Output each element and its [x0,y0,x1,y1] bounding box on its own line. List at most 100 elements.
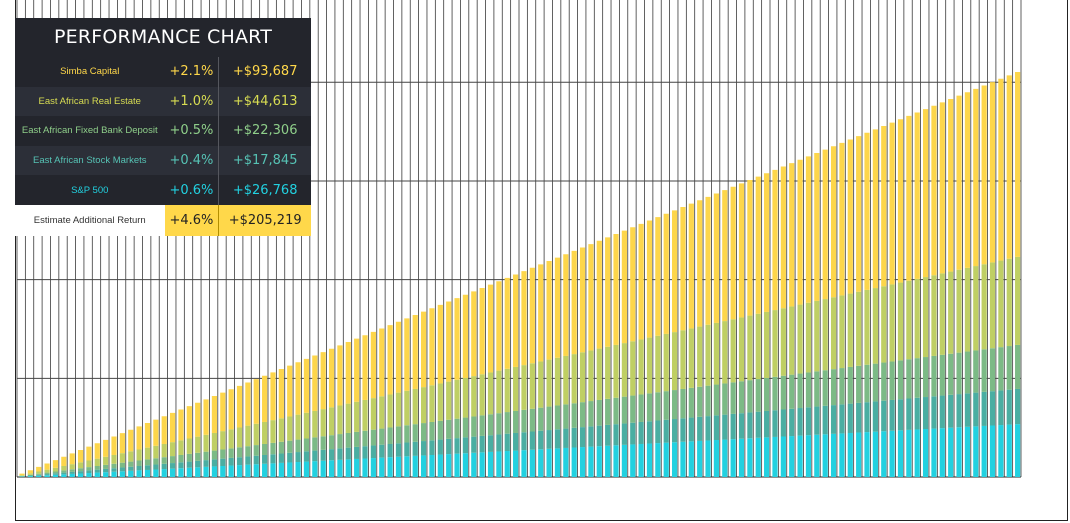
bar-segment-1 [379,444,385,458]
bar-segment-2 [814,371,820,407]
bar-segment-2 [638,394,644,422]
bar-segment-1 [295,452,301,463]
bar-segment-0 [931,428,937,477]
bar-segment-3 [830,297,837,370]
bar-segment-1 [446,438,452,455]
bar-segment-4 [939,102,945,274]
bar-segment-0 [169,468,176,477]
bar-segment-2 [931,355,937,397]
bar-segment-4 [797,159,803,305]
bar-segment-3 [764,311,770,378]
bar-segment-2 [228,448,234,458]
bar-segment-1 [546,430,552,449]
bar-segment-3 [420,387,427,424]
bar-segment-1 [69,471,75,474]
bar-segment-4 [362,335,368,400]
bar-segment-2 [772,376,778,411]
bar-segment-3 [320,409,326,437]
bar-segment-4 [454,298,460,380]
bar-segment-1 [914,397,920,430]
bar-segment-3 [772,310,778,377]
bar-segment-2 [755,379,761,412]
bar-segment-4 [605,237,611,347]
bar-segment-4 [922,109,929,278]
bar-segment-4 [86,446,92,461]
panel-title: PERFORMANCE CHART [53,26,273,48]
bar-segment-0 [295,462,301,477]
bar-segment-1 [354,446,360,459]
bar-segment-0 [864,432,870,477]
bar-segment-3 [337,405,343,435]
bar-segment-3 [354,401,360,432]
bar-segment-2 [195,452,201,461]
bar-segment-1 [169,463,176,469]
bar-segment-2 [69,469,75,472]
bar-segment-2 [1006,346,1012,390]
bar-segment-3 [479,374,485,416]
bar-segment-1 [638,421,644,444]
bar-segment-4 [680,207,686,331]
bar-segment-3 [981,264,987,350]
bar-segment-3 [730,319,736,383]
bar-segment-0 [195,467,201,477]
bar-segment-4 [914,112,920,279]
bar-segment-3 [211,432,218,451]
bar-segment-2 [387,427,393,444]
bar-segment-4 [713,193,720,323]
bar-segment-2 [579,402,586,428]
bar-segment-4 [764,173,770,312]
bar-segment-0 [69,473,75,477]
bar-segment-4 [412,315,418,389]
bar-segment-4 [738,183,745,318]
bar-segment-1 [387,443,393,458]
bar-segment-1 [663,419,669,443]
bar-segment-0 [395,456,402,477]
bar-segment-0 [36,475,42,477]
bar-segment-3 [27,473,33,475]
bar-segment-1 [362,446,368,459]
bar-segment-2 [621,396,627,424]
bar-segment-2 [856,365,862,403]
bar-segment-3 [161,443,167,458]
bar-segment-1 [922,397,929,430]
bar-segment-2 [713,384,720,416]
bar-segment-1 [395,443,402,457]
bar-segment-2 [429,421,435,441]
bar-segment-2 [956,352,962,395]
bar-segment-1 [471,436,477,453]
bar-segment-3 [697,326,703,387]
bar-segment-3 [253,423,259,446]
bar-segment-2 [981,349,987,392]
bar-segment-3 [856,291,862,366]
row-value: +$22,306 [218,116,311,146]
bar-segment-4 [839,142,845,296]
bar-segment-1 [136,465,142,471]
bar-segment-1 [144,465,151,470]
bar-segment-0 [839,433,845,477]
bar-segment-1 [772,410,778,437]
bar-segment-2 [270,442,276,455]
bar-segment-1 [111,468,117,472]
bar-segment-2 [1015,344,1021,389]
bar-segment-4 [245,382,251,426]
bar-segment-1 [119,467,125,472]
bar-segment-0 [136,470,142,477]
bar-segment-1 [44,474,50,476]
bar-segment-4 [1006,75,1012,259]
bar-segment-0 [847,432,853,477]
bar-segment-1 [36,474,42,476]
bar-segment-4 [404,318,410,391]
bar-segment-1 [571,427,577,448]
bar-segment-1 [989,391,996,426]
bar-segment-2 [705,385,711,417]
bar-segment-1 [103,468,109,473]
bar-segment-4 [186,406,192,439]
bar-segment-1 [52,473,59,475]
bar-segment-0 [454,453,460,477]
bar-segment-2 [262,443,268,455]
bar-segment-3 [228,429,234,449]
bar-segment-2 [830,369,837,406]
bar-segment-0 [780,436,786,477]
total-value: +$205,219 [218,204,311,236]
bar-segment-0 [713,440,720,477]
